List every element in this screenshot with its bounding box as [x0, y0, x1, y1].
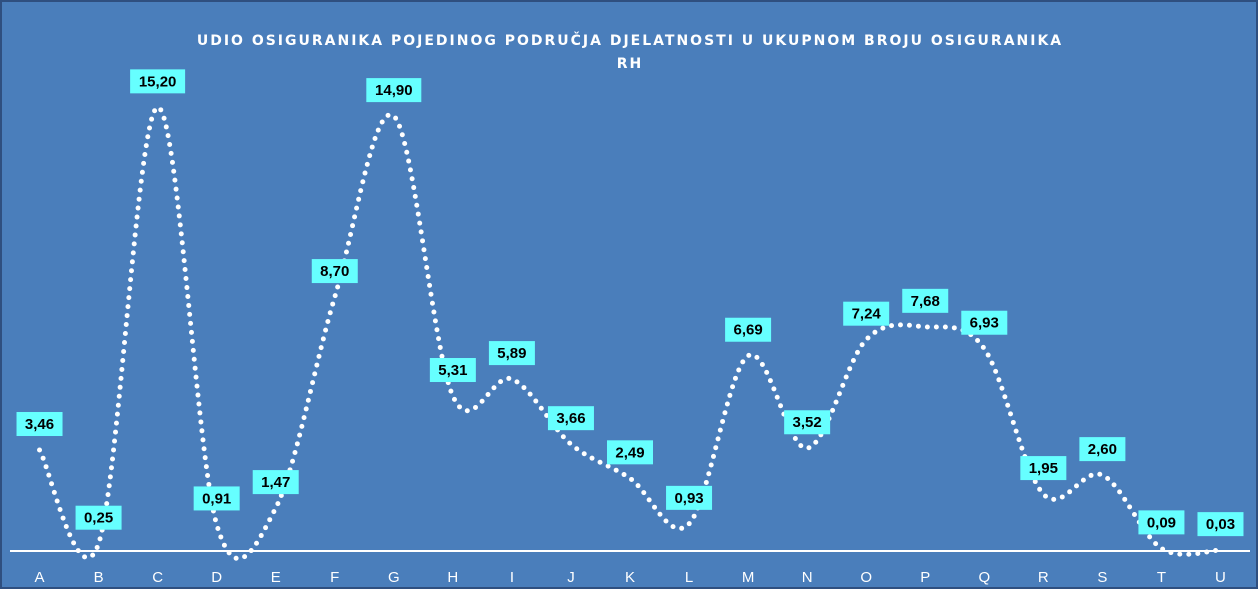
data-label-box [1138, 510, 1185, 535]
data-label-box [607, 440, 653, 465]
data-label: 6,69 [733, 322, 762, 339]
data-label-box [1020, 456, 1067, 481]
x-tick-label: H [447, 569, 458, 586]
x-tick-label: P [920, 569, 930, 586]
x-tick-label: T [1157, 569, 1166, 586]
data-label: 0,91 [202, 490, 231, 507]
x-tick-label: C [152, 569, 163, 586]
data-label: 5,89 [497, 345, 526, 362]
x-tick-label: F [330, 569, 339, 586]
data-label: 7,24 [852, 306, 882, 323]
x-tick-label: I [510, 569, 514, 586]
data-label: 3,46 [25, 416, 54, 433]
x-tick-label: J [567, 569, 575, 586]
data-label: 14,90 [375, 82, 413, 99]
x-tick-label: M [742, 569, 755, 586]
x-tick-label: U [1215, 569, 1226, 586]
data-label: 0,03 [1206, 516, 1235, 533]
data-label: 0,25 [84, 510, 113, 527]
data-label: 8,70 [320, 263, 349, 280]
data-label: 15,20 [139, 73, 177, 90]
data-label-box [252, 470, 299, 495]
data-label-box [366, 78, 422, 103]
x-tick-label: D [211, 569, 222, 586]
x-tick-label: O [860, 569, 872, 586]
data-label: 0,93 [674, 490, 703, 507]
data-label-box [1079, 437, 1126, 462]
x-tick-label: E [271, 569, 281, 586]
data-label-box [75, 505, 122, 530]
data-label-box [843, 301, 890, 326]
data-label: 2,60 [1088, 441, 1117, 458]
data-label-box [784, 410, 831, 435]
x-tick-label: B [94, 569, 104, 586]
x-tick-label: G [388, 569, 400, 586]
data-label-box [488, 341, 535, 366]
data-label-box [429, 358, 476, 383]
data-label-box [725, 317, 772, 342]
x-tick-label: Q [978, 569, 990, 586]
data-label: 0,09 [1147, 514, 1176, 531]
data-label: 3,52 [793, 414, 822, 431]
data-label-box [547, 406, 594, 431]
x-tick-label: S [1097, 569, 1107, 586]
data-label: 1,47 [261, 474, 290, 491]
x-tick-label: A [35, 569, 45, 586]
data-label-box [193, 486, 240, 511]
data-label-box [902, 288, 949, 313]
data-line [37, 104, 1223, 562]
data-label-box [666, 485, 713, 510]
data-label-box [961, 310, 1008, 335]
chart-title: UDIO OSIGURANIKA POJEDINOG PODRUČJA DJEL… [196, 33, 1064, 72]
data-label: 2,49 [615, 444, 644, 461]
data-label-box [16, 412, 63, 437]
data-label: 7,68 [911, 293, 940, 310]
data-label: 6,93 [970, 315, 999, 332]
x-tick-label: N [802, 569, 813, 586]
x-tick-label: K [625, 569, 635, 586]
data-label: 3,66 [556, 410, 585, 427]
x-tick-label: L [685, 569, 693, 586]
data-label-box [130, 69, 186, 94]
x-tick-label: R [1038, 569, 1049, 586]
data-label-box [1197, 512, 1244, 537]
data-label-box [311, 259, 358, 284]
data-label: 1,95 [1029, 460, 1058, 477]
data-label: 5,31 [438, 362, 467, 379]
